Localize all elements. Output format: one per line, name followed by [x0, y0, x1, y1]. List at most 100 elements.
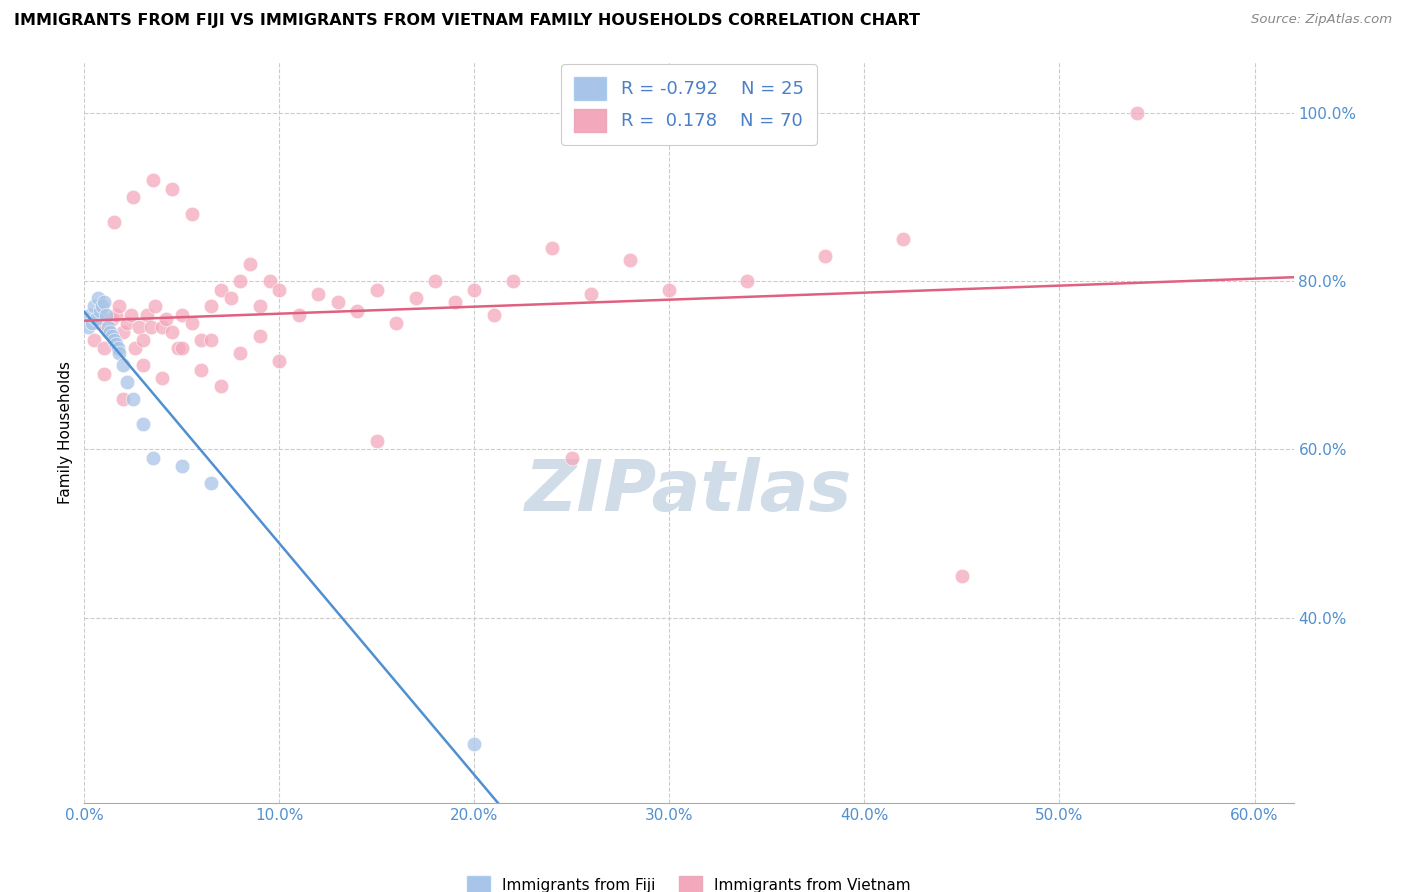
Point — [139, 320, 162, 334]
Point — [120, 308, 142, 322]
Point — [288, 308, 311, 322]
Point — [737, 274, 759, 288]
Point — [180, 207, 202, 221]
Point — [814, 249, 837, 263]
Point — [155, 312, 177, 326]
Point — [619, 253, 641, 268]
Point — [150, 371, 173, 385]
Point — [122, 190, 145, 204]
Point — [170, 342, 193, 356]
Point — [346, 303, 368, 318]
Point — [97, 325, 120, 339]
Point — [229, 345, 252, 359]
Point — [658, 283, 681, 297]
Point — [124, 342, 146, 356]
Point — [269, 283, 291, 297]
Point — [93, 367, 115, 381]
Y-axis label: Family Households: Family Households — [58, 361, 73, 504]
Point — [107, 342, 129, 356]
Point — [170, 308, 193, 322]
Point — [117, 316, 139, 330]
Point — [87, 291, 110, 305]
Point — [143, 300, 166, 314]
Point — [209, 283, 232, 297]
Point — [180, 316, 202, 330]
Point — [366, 283, 388, 297]
Point — [167, 342, 190, 356]
Point — [307, 286, 329, 301]
Point — [84, 312, 107, 326]
Point — [108, 345, 131, 359]
Point — [104, 308, 127, 322]
Point — [83, 300, 105, 314]
Point — [108, 300, 131, 314]
Point — [132, 333, 155, 347]
Point — [104, 337, 127, 351]
Point — [142, 450, 165, 465]
Point — [94, 308, 117, 322]
Point — [405, 291, 427, 305]
Point — [482, 308, 505, 322]
Point — [100, 312, 122, 326]
Point — [326, 295, 349, 310]
Point — [893, 232, 915, 246]
Point — [98, 325, 121, 339]
Point — [135, 308, 157, 322]
Point — [170, 459, 193, 474]
Text: ZIPatlas: ZIPatlas — [526, 458, 852, 526]
Point — [200, 476, 222, 491]
Point — [150, 320, 173, 334]
Point — [112, 392, 135, 406]
Point — [103, 215, 125, 229]
Point — [100, 329, 122, 343]
Point — [463, 283, 485, 297]
Point — [444, 295, 467, 310]
Point — [160, 325, 183, 339]
Point — [77, 320, 100, 334]
Point — [200, 300, 222, 314]
Point — [541, 240, 564, 255]
Point — [502, 274, 524, 288]
Point — [89, 316, 111, 330]
Point — [93, 295, 115, 310]
Point — [200, 333, 222, 347]
Text: IMMIGRANTS FROM FIJI VS IMMIGRANTS FROM VIETNAM FAMILY HOUSEHOLDS CORRELATION CH: IMMIGRANTS FROM FIJI VS IMMIGRANTS FROM … — [14, 13, 920, 29]
Point — [190, 333, 212, 347]
Point — [239, 257, 262, 271]
Point — [103, 333, 125, 347]
Point — [1126, 106, 1149, 120]
Point — [259, 274, 281, 288]
Point — [132, 417, 155, 432]
Point — [219, 291, 242, 305]
Point — [209, 379, 232, 393]
Point — [366, 434, 388, 448]
Point — [89, 303, 111, 318]
Point — [385, 316, 408, 330]
Point — [79, 308, 101, 322]
Point — [93, 342, 115, 356]
Point — [190, 362, 212, 376]
Point — [83, 333, 105, 347]
Text: Source: ZipAtlas.com: Source: ZipAtlas.com — [1251, 13, 1392, 27]
Point — [463, 737, 485, 751]
Point — [160, 181, 183, 195]
Point — [97, 320, 120, 334]
Point — [229, 274, 252, 288]
Point — [581, 286, 603, 301]
Point — [112, 359, 135, 373]
Point — [82, 316, 104, 330]
Point — [90, 300, 112, 314]
Point — [950, 568, 973, 582]
Point — [117, 375, 139, 389]
Legend: Immigrants from Fiji, Immigrants from Vietnam: Immigrants from Fiji, Immigrants from Vi… — [461, 870, 917, 892]
Point — [142, 173, 165, 187]
Point — [128, 320, 150, 334]
Point — [561, 450, 583, 465]
Point — [269, 354, 291, 368]
Point — [112, 325, 135, 339]
Point — [249, 329, 271, 343]
Point — [132, 359, 155, 373]
Point — [425, 274, 447, 288]
Point — [122, 392, 145, 406]
Point — [249, 300, 271, 314]
